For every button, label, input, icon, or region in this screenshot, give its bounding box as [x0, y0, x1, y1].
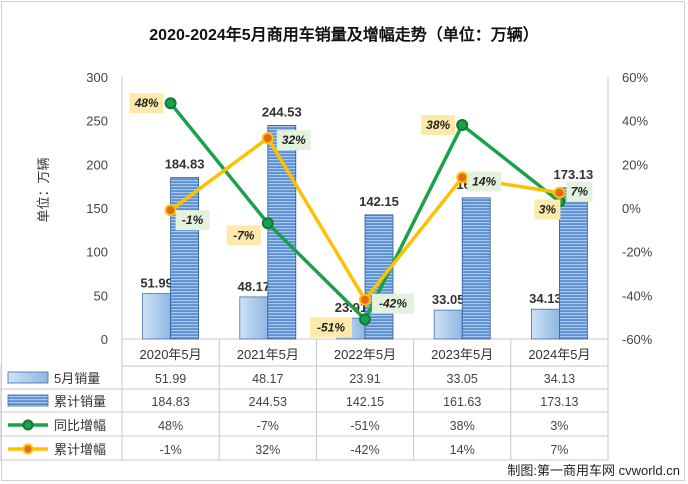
label-yoy-box	[534, 199, 561, 220]
bar-label-cumulative-sales: 173.13	[554, 167, 594, 182]
credit: 制图:第一商用车网 cvworld.cn	[507, 463, 680, 478]
bar-cumulative-sales	[461, 197, 491, 340]
table-cell: -1%	[159, 443, 181, 457]
y-tick-label: 50	[94, 288, 108, 303]
y2-tick-label: 0%	[622, 201, 641, 216]
y2-tick-label: 60%	[622, 70, 648, 85]
x-tick-label: 2024年5月	[528, 347, 590, 362]
legend-key	[7, 371, 49, 384]
label-yoy-box	[421, 115, 456, 136]
table-cell: 23.91	[349, 372, 380, 386]
y-tick-label: 300	[86, 70, 108, 85]
bar-label-cumulative-sales: 142.15	[359, 194, 399, 209]
legend-key-marker	[22, 419, 34, 431]
y-tick-label: 150	[86, 201, 108, 216]
table-cell: 7%	[550, 443, 568, 457]
y-tick-label: 100	[86, 245, 108, 260]
table-cell: 34.13	[544, 372, 575, 386]
legend-key	[7, 394, 49, 407]
label-cumulative-box	[467, 171, 502, 192]
label-cumulative: 7%	[571, 185, 589, 199]
table-cell: 48%	[158, 419, 183, 433]
table-cell: 3%	[550, 419, 568, 433]
label-yoy-box	[310, 317, 352, 338]
y2-tick-label: 40%	[622, 114, 648, 129]
label-cumulative-box	[175, 210, 210, 231]
label-yoy: 38%	[426, 118, 450, 132]
table-cell: 32%	[255, 443, 280, 457]
point-yoy	[359, 313, 371, 326]
point-cumulative	[261, 132, 274, 145]
table-cell: 48.17	[252, 372, 283, 386]
bar-label-monthly-sales: 33.05	[432, 292, 465, 307]
label-cumulative-box	[276, 130, 311, 151]
bar-cumulative-sales	[559, 187, 588, 340]
y-tick-label: 200	[86, 157, 108, 172]
y2-tick-label: -40%	[622, 288, 653, 303]
table-cell: -7%	[257, 419, 279, 433]
bar-monthly-sales	[239, 296, 269, 340]
bar-label-monthly-sales: 34.13	[529, 291, 562, 306]
point-yoy	[261, 217, 274, 230]
legend-label: 5月销量	[54, 371, 100, 386]
x-tick-label: 2020年5月	[140, 347, 202, 362]
label-cumulative: 14%	[472, 174, 496, 188]
table-cell: 161.63	[443, 395, 481, 409]
label-yoy: 48%	[134, 96, 159, 110]
table-cell: -51%	[350, 419, 379, 433]
bar-cumulative-sales	[267, 125, 297, 340]
table-cell: 33.05	[447, 372, 478, 386]
bar-label-cumulative-sales: 244.53	[262, 104, 302, 119]
legend-label: 累计销量	[54, 394, 106, 409]
table-cell: 14%	[450, 443, 475, 457]
bar-monthly-sales	[142, 293, 172, 340]
table-cell: 51.99	[155, 372, 186, 386]
y2-tick-label: 20%	[622, 157, 648, 172]
x-tick-label: 2022年5月	[334, 347, 396, 362]
legend-label: 同比增幅	[54, 418, 106, 433]
bar-monthly-sales	[531, 308, 560, 340]
label-cumulative: 32%	[282, 133, 306, 147]
x-tick-label: 2023年5月	[431, 347, 493, 362]
label-yoy: -7%	[233, 228, 255, 242]
point-cumulative	[359, 293, 371, 306]
point-cumulative	[553, 186, 566, 199]
legend-label: 累计增幅	[54, 442, 106, 457]
point-cumulative	[456, 171, 469, 184]
y-tick-label: 250	[86, 114, 108, 129]
bar-label-cumulative-sales: 184.83	[165, 157, 205, 172]
x-tick-label: 2021年5月	[237, 347, 299, 362]
label-cumulative-box	[566, 181, 593, 202]
bar-cumulative-sales	[170, 177, 200, 340]
legend-key-marker	[22, 443, 34, 455]
table-cell: 244.53	[249, 395, 287, 409]
y-tick-label: 0	[101, 332, 108, 347]
bar-label-monthly-sales: 48.17	[238, 279, 271, 294]
y-axis-title: 单位：万辆	[36, 157, 51, 222]
point-cumulative	[164, 204, 177, 217]
chart-title: 2020-2024年5月商用车销量及增幅走势（单位：万辆）	[149, 25, 538, 44]
table-cell: 184.83	[151, 395, 189, 409]
label-cumulative-box	[372, 293, 414, 314]
label-yoy: -51%	[317, 320, 345, 334]
y2-tick-label: -60%	[622, 332, 653, 347]
label-yoy-box	[226, 225, 261, 246]
point-yoy	[164, 97, 177, 110]
y2-tick-label: -20%	[622, 245, 653, 260]
table-cell: -42%	[350, 443, 379, 457]
label-cumulative: -1%	[182, 213, 204, 227]
label-yoy: 3%	[539, 202, 557, 216]
table-cell: 173.13	[540, 395, 578, 409]
point-yoy	[456, 119, 469, 132]
bar-label-monthly-sales: 51.99	[140, 276, 173, 291]
label-yoy-box	[129, 93, 164, 114]
bar-monthly-sales	[433, 309, 463, 340]
table-cell: 142.15	[346, 395, 384, 409]
label-cumulative: -42%	[379, 297, 407, 311]
table-cell: 38%	[450, 419, 475, 433]
